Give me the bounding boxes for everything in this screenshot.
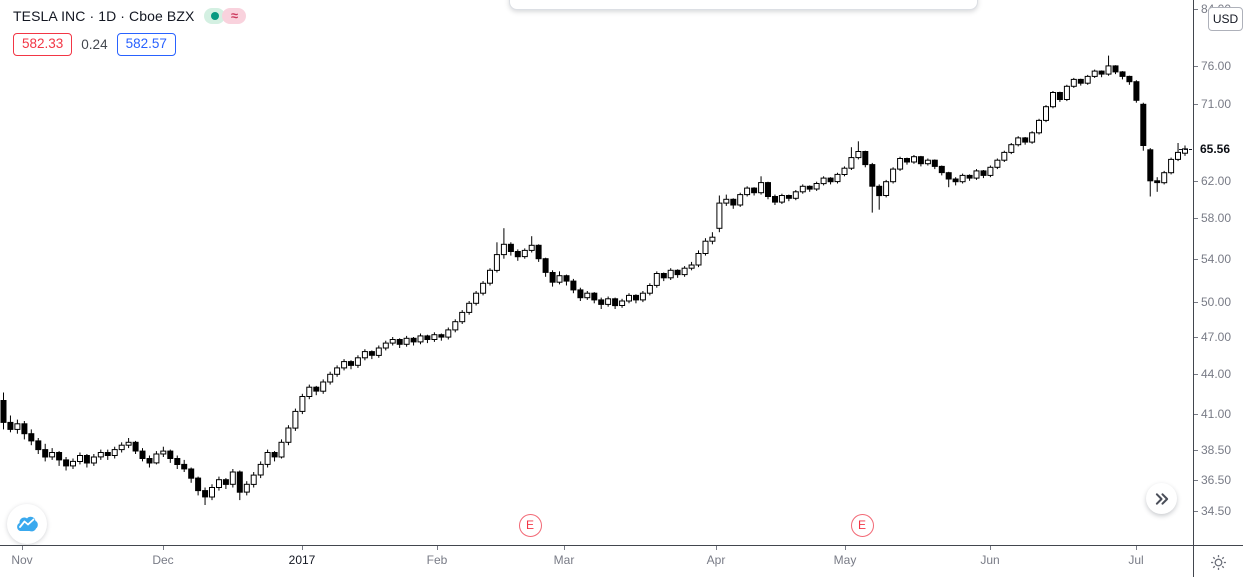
last-price-dashed-line [1179,149,1192,150]
time-tick-mark [22,546,23,550]
candles-svg [0,55,1188,505]
price-tick-mark [1194,450,1198,451]
buy-price-button[interactable]: 582.57 [116,33,176,56]
price-tick-mark [1194,337,1198,338]
time-tick-mark [302,546,303,550]
market-status-badges: ≈ [204,8,247,24]
time-tick-label: Apr [706,553,726,567]
settings-gear-button[interactable] [1206,550,1230,574]
time-tick-mark [845,546,846,550]
price-tick-label: 50.00 [1201,295,1232,309]
price-tick-label: 76.00 [1201,59,1232,73]
price-tick-mark [1194,104,1198,105]
price-tick-label: 38.50 [1201,443,1232,457]
gear-icon [1210,554,1226,570]
time-tick-label: Jul [1128,553,1144,567]
time-tick-mark [990,546,991,550]
price-tick-mark [1194,66,1198,67]
time-tick-mark [564,546,565,550]
last-price-label: 65.56 [1200,142,1231,156]
time-tick-mark [437,546,438,550]
time-tick-mark [1136,546,1137,550]
earnings-marker[interactable]: E [850,513,874,537]
price-tick-label: 44.00 [1201,367,1232,381]
symbol-title[interactable]: TESLA INC · 1D · Cboe BZX [13,8,195,24]
price-tick-mark [1194,374,1198,375]
market-open-badge[interactable] [204,8,226,24]
double-chevron-right-icon [1155,492,1168,505]
sell-price-button[interactable]: 582.33 [13,33,73,56]
price-axis-border [1193,0,1194,577]
price-tick-label: 71.00 [1201,97,1232,111]
earnings-marker[interactable]: E [518,513,542,537]
time-axis-border [0,545,1243,546]
price-tick-mark [1194,218,1198,219]
time-tick-mark [716,546,717,550]
collapse-right-button[interactable] [1146,483,1177,514]
time-tick-label: Jun [980,553,1000,567]
price-tick-mark [1194,480,1198,481]
floating-toolbar[interactable] [509,0,978,10]
time-tick-label: Mar [553,553,575,567]
chart-legend: TESLA INC · 1D · Cboe BZX ≈ 582.33 0.24 … [13,8,247,56]
time-tick-label: May [833,553,857,567]
time-tick-mark [163,546,164,550]
price-tick-label: 34.50 [1201,504,1232,518]
price-tick-mark [1194,511,1198,512]
price-tick-mark [1194,9,1198,10]
price-tick-label: 36.50 [1201,473,1232,487]
price-tick-label: 54.00 [1201,252,1232,266]
price-tick-mark [1194,414,1198,415]
price-tick-mark [1194,259,1198,260]
price-tick-label: 41.00 [1201,407,1232,421]
delayed-data-badge[interactable]: ≈ [222,8,247,24]
market-open-dot-icon [210,12,219,20]
exchange-logo-button[interactable] [7,504,47,544]
price-tick-label: 47.00 [1201,330,1232,344]
price-tick-mark [1194,181,1198,182]
exchange-logo-icon [17,516,38,532]
price-axis[interactable]: 65.56 84.0076.0071.0062.0058.0054.0050.0… [1194,0,1243,545]
price-tick-mark [1194,302,1198,303]
time-tick-label: Dec [152,553,174,567]
spread-label: 0.24 [81,37,108,52]
price-tick-label: 62.00 [1201,174,1232,188]
price-tick-label: 58.00 [1201,211,1232,225]
currency-button[interactable]: USD [1208,7,1243,31]
time-tick-label: Nov [11,553,33,567]
time-tick-label: 2017 [288,553,316,567]
time-tick-label: Feb [426,553,448,567]
time-axis[interactable]: Nov Dec 2017 Feb Mar Apr May Jun Jul [0,546,1193,577]
